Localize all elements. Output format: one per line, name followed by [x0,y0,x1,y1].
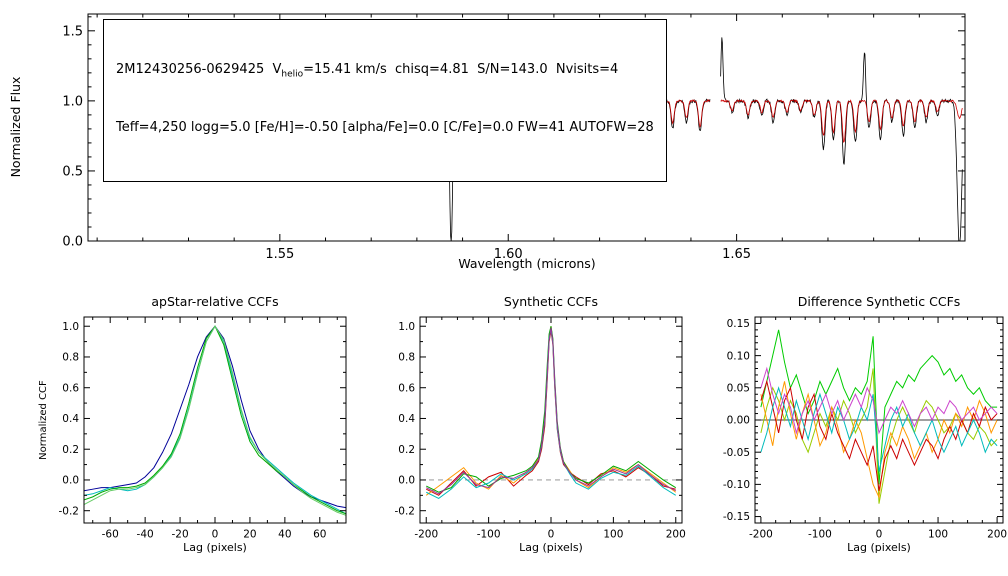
svg-text:1.60: 1.60 [494,247,523,262]
svg-text:0.10: 0.10 [727,350,750,362]
spectrum-xaxis-label: Wavelength (microns) [458,256,595,271]
fit-stats: =15.41 km/s chisq=4.81 S/N=143.0 Nvisits… [303,61,619,77]
svg-text:1.0: 1.0 [62,94,83,109]
svg-text:20: 20 [243,529,256,541]
svg-text:0: 0 [876,529,883,541]
svg-text:-60: -60 [102,529,119,541]
ccf1-yaxis-label: Normalized CCF [38,380,49,460]
svg-text:-200: -200 [414,529,438,541]
svg-text:0: 0 [212,529,219,541]
svg-text:0.4: 0.4 [62,413,79,425]
svg-text:-20: -20 [171,529,188,541]
svg-text:-0.15: -0.15 [723,511,750,523]
svg-text:200: 200 [987,529,1007,541]
spectrum-annotation-box: 2M12430256-0629425 Vhelio=15.41 km/s chi… [103,19,667,182]
ccf3-title: Difference Synthetic CCFs [798,294,961,309]
synthetic-ccf-panel: -200 -100 0 100 200 -0.2 0.0 0.2 0.4 0.6 0.8 1.0 [395,316,686,541]
svg-text:0.15: 0.15 [727,318,750,330]
svg-text:-100: -100 [808,529,832,541]
svg-text:0.2: 0.2 [62,444,79,456]
svg-text:0.00: 0.00 [727,415,750,427]
ccf1-xaxis-label: Lag (pixels) [183,541,247,554]
svg-text:0.05: 0.05 [727,382,750,394]
ccf3-xaxis-label: Lag (pixels) [847,541,911,554]
svg-text:1.0: 1.0 [62,321,79,333]
svg-text:0: 0 [548,529,555,541]
ccf2-title: Synthetic CCFs [504,294,598,309]
svg-text:0.5: 0.5 [62,164,83,179]
svg-text:0.0: 0.0 [62,475,79,487]
svg-text:0.4: 0.4 [398,413,415,425]
svg-text:-200: -200 [749,529,773,541]
svg-text:-0.2: -0.2 [395,505,416,517]
svg-text:100: 100 [603,529,623,541]
svg-text:-40: -40 [137,529,154,541]
svg-text:60: 60 [313,529,326,541]
svg-text:0.6: 0.6 [398,382,415,394]
annotation-line1: 2M12430256-0629425 Vhelio=15.41 km/s chi… [116,61,654,82]
star-id-and-vhelio: 2M12430256-0629425 V [116,61,282,77]
ccf1-title: apStar-relative CCFs [151,294,278,309]
svg-text:0.0: 0.0 [398,475,415,487]
ccf2-xaxis-label: Lag (pixels) [519,541,583,554]
svg-text:0.2: 0.2 [398,444,415,456]
svg-text:0.8: 0.8 [62,352,79,364]
svg-text:-0.05: -0.05 [723,447,750,459]
svg-text:0.8: 0.8 [398,352,415,364]
spectrum-yaxis-label: Normalized Flux [8,77,23,178]
annotation-line2: Teff=4,250 logg=5.0 [Fe/H]=-0.50 [alpha/… [116,120,654,136]
spectrum-panel: 1.55 1.60 1.65 0.0 0.5 1.0 1.5 [62,13,966,262]
svg-text:40: 40 [278,529,291,541]
difference-synthetic-ccf-panel: -200 -100 0 100 200 -0.15 -0.10 -0.05 0.00 0.05 0.… [723,316,1007,541]
svg-text:-0.10: -0.10 [723,479,750,491]
svg-text:100: 100 [928,529,948,541]
svg-text:-0.2: -0.2 [59,505,80,517]
svg-text:0.6: 0.6 [62,382,79,394]
vhelio-subscript: helio [281,69,304,80]
svg-text:1.65: 1.65 [722,247,751,262]
svg-text:-100: -100 [477,529,501,541]
svg-text:1.55: 1.55 [265,247,294,262]
apstar-relative-ccf-panel: -60 -40 -20 0 20 40 60 -0.2 0.0 0.2 0.4 0.6 0.8 1.0 [59,316,347,541]
svg-text:1.0: 1.0 [398,321,415,333]
svg-text:0.0: 0.0 [62,235,83,250]
svg-text:200: 200 [666,529,686,541]
svg-text:1.5: 1.5 [62,24,83,39]
